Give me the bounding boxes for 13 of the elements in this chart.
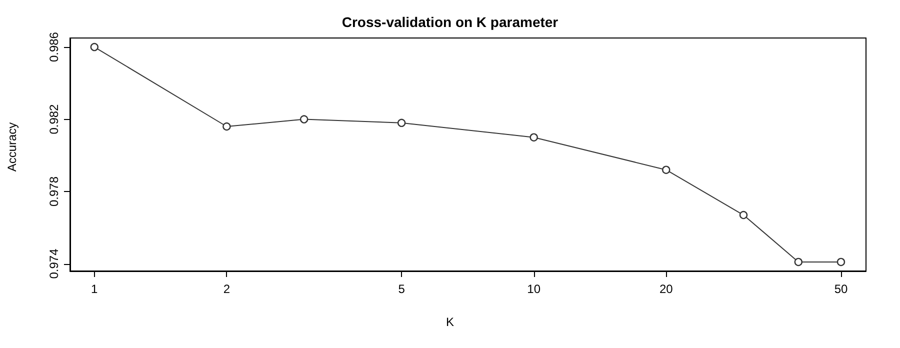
y-tick-label: 0.974 xyxy=(47,248,61,279)
chart-title: Cross-validation on K parameter xyxy=(342,14,559,30)
x-tick-label: 5 xyxy=(398,282,406,296)
y-axis-title: Accuracy xyxy=(5,122,19,172)
y-tick-label: 0.986 xyxy=(47,32,61,62)
x-tick-label: 10 xyxy=(527,282,541,296)
x-axis-title: K xyxy=(446,315,454,329)
x-tick-label: 50 xyxy=(834,282,848,296)
y-tick-label: 0.982 xyxy=(47,104,61,134)
x-tick-label: 2 xyxy=(223,282,230,296)
x-tick-label: 20 xyxy=(659,282,674,296)
x-tick-label: 1 xyxy=(91,282,98,296)
y-tick-label: 0.978 xyxy=(47,176,61,207)
